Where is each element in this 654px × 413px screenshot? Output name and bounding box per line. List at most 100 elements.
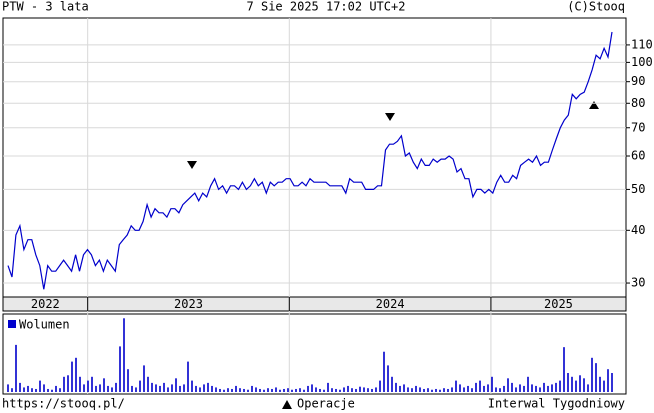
volume-bar: [547, 385, 549, 392]
volume-bar: [539, 387, 541, 392]
volume-bar: [579, 375, 581, 392]
volume-bar: [387, 365, 389, 392]
volume-bar: [55, 385, 57, 392]
volume-bar: [283, 388, 285, 392]
volume-bar: [7, 384, 9, 392]
volume-frame: [2, 313, 627, 395]
volume-bar: [555, 382, 557, 392]
volume-bar: [339, 389, 341, 392]
volume-bar: [447, 388, 449, 392]
volume-bar: [151, 382, 153, 392]
volume-bar: [479, 380, 481, 392]
volume-bar: [267, 388, 269, 392]
volume-bar: [175, 378, 177, 392]
volume-bar: [343, 387, 345, 392]
volume-bar: [515, 387, 517, 392]
footer-legend: Operacje: [297, 397, 355, 411]
volume-bar: [335, 388, 337, 392]
sell-marker: [187, 161, 197, 169]
volume-bar: [351, 388, 353, 392]
y-tick-label: 70: [631, 120, 645, 134]
footer-url: https://stooq.pl/: [2, 397, 125, 411]
sell-marker: [385, 113, 395, 121]
volume-bar: [483, 385, 485, 392]
volume-bar: [235, 385, 237, 392]
volume-bar: [123, 318, 125, 392]
y-tick-label: 80: [631, 96, 645, 110]
volume-bar: [519, 384, 521, 392]
volume-bar: [71, 361, 73, 392]
volume-bar: [575, 380, 577, 392]
volume-bar: [571, 376, 573, 392]
volume-bar: [63, 376, 65, 392]
volume-bar: [431, 389, 433, 392]
volume-bar: [543, 382, 545, 392]
volume-bar: [319, 388, 321, 392]
volume-bar: [363, 387, 365, 392]
volume-bar: [383, 351, 385, 392]
volume-bar: [355, 388, 357, 392]
volume-bar: [487, 384, 489, 392]
volume-bar: [307, 385, 309, 392]
volume-bar: [587, 384, 589, 392]
volume-bar: [359, 386, 361, 392]
volume-bar: [131, 385, 133, 392]
volume-bar: [199, 387, 201, 392]
volume-bar: [407, 387, 409, 392]
y-tick-label: 110: [631, 37, 653, 51]
volume-bar: [223, 389, 225, 392]
volume-bar: [451, 387, 453, 392]
volume-bar: [31, 388, 33, 392]
volume-bar: [411, 388, 413, 392]
volume-bar: [603, 380, 605, 392]
volume-bar: [127, 369, 129, 392]
volume-bar: [155, 384, 157, 392]
volume-bar: [227, 388, 229, 392]
y-tick-label: 40: [631, 223, 645, 237]
volume-bar: [87, 380, 89, 392]
volume-bar: [99, 384, 101, 392]
volume-bar: [391, 376, 393, 392]
chart-subtitle: 7 Sie 2025 17:02 UTC+2: [247, 0, 406, 14]
volume-bar: [599, 376, 601, 392]
volume-bar: [375, 387, 377, 392]
volume-bar: [19, 382, 21, 392]
volume-bar: [311, 384, 313, 392]
volume-bar: [379, 380, 381, 392]
volume-bar: [75, 357, 77, 392]
y-tick-label: 100: [631, 55, 653, 69]
volume-bar: [255, 387, 257, 392]
legend-label: Wolumen: [19, 318, 70, 332]
volume-bar: [559, 380, 561, 392]
volume-bar: [251, 385, 253, 392]
volume-bar: [39, 380, 41, 392]
volume-bar: [139, 380, 141, 392]
volume-bar: [15, 344, 17, 392]
legend-marker: [282, 400, 292, 409]
volume-bar: [331, 388, 333, 392]
volume-bar: [415, 385, 417, 392]
volume-bar: [111, 387, 113, 392]
volume-bar: [475, 382, 477, 392]
volume-bar: [207, 382, 209, 392]
volume-bar: [295, 388, 297, 392]
volume-bar: [299, 388, 301, 392]
volume-bar: [439, 389, 441, 392]
volume-bar: [463, 387, 465, 392]
volume-bar: [511, 382, 513, 392]
volume-bar: [491, 376, 493, 392]
volume-bar: [327, 382, 329, 392]
volume-bar: [399, 385, 401, 392]
volume-bar: [275, 387, 277, 392]
volume-bar: [183, 384, 185, 392]
x-tick-label: 2025: [544, 297, 573, 311]
volume-bar: [91, 376, 93, 392]
volume-bar: [371, 388, 373, 392]
volume-bar: [259, 388, 261, 392]
volume-bar: [79, 376, 81, 392]
volume-bar: [67, 375, 69, 392]
volume-bar: [423, 388, 425, 392]
volume-bar: [83, 384, 85, 392]
volume-bar: [167, 387, 169, 392]
